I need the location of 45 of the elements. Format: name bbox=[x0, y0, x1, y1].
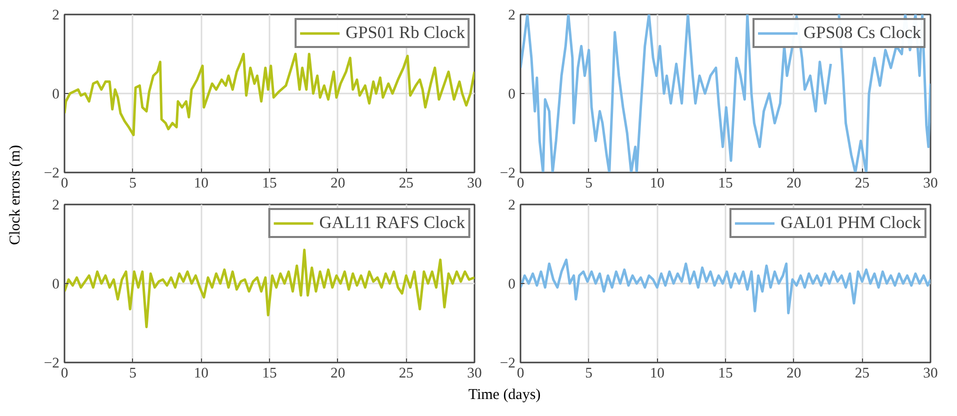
y-tick-label: −2 bbox=[44, 166, 60, 182]
y-tick-label: −2 bbox=[500, 166, 516, 182]
legend-label: GPS01 Rb Clock bbox=[346, 23, 465, 43]
y-tick-label: 0 bbox=[52, 276, 60, 292]
y-tick-label: 2 bbox=[508, 8, 516, 24]
x-tick-label: 20 bbox=[330, 176, 346, 192]
x-tick-label: 30 bbox=[923, 366, 938, 382]
legend-label: GAL01 PHM Clock bbox=[780, 213, 921, 233]
x-tick-label: 20 bbox=[330, 366, 346, 382]
x-tick-label: 5 bbox=[585, 176, 592, 192]
line-series bbox=[64, 248, 474, 328]
x-tick-label: 30 bbox=[467, 176, 482, 192]
x-tick-label: 10 bbox=[194, 366, 208, 382]
y-tick-label: 0 bbox=[508, 86, 516, 102]
x-tick-label: 15 bbox=[262, 366, 277, 382]
line-series bbox=[520, 258, 930, 314]
y-tick-label: 2 bbox=[508, 198, 516, 214]
x-tick-label: 25 bbox=[854, 366, 870, 382]
legend-label: GPS08 Cs Clock bbox=[804, 23, 921, 43]
legend-label: GAL11 RAFS Clock bbox=[319, 213, 465, 233]
x-tick-label: 25 bbox=[854, 176, 870, 192]
x-tick-label: 10 bbox=[650, 176, 664, 192]
y-tick-label: 2 bbox=[52, 198, 60, 214]
x-tick-label: 25 bbox=[398, 176, 414, 192]
x-tick-label: 5 bbox=[129, 366, 136, 382]
y-tick-label: −2 bbox=[44, 356, 60, 372]
y-axis-title: Clock errors (m) bbox=[6, 145, 24, 245]
y-tick-label: 0 bbox=[52, 86, 60, 102]
y-tick-label: −2 bbox=[500, 356, 516, 372]
x-tick-label: 15 bbox=[718, 176, 733, 192]
y-tick-label: 2 bbox=[52, 8, 60, 24]
x-tick-label: 15 bbox=[262, 176, 277, 192]
x-tick-label: 20 bbox=[786, 366, 802, 382]
line-series bbox=[64, 52, 474, 136]
x-tick-label: 10 bbox=[650, 366, 664, 382]
x-tick-label: 5 bbox=[129, 176, 136, 192]
x-axis-title: Time (days) bbox=[468, 386, 541, 405]
x-tick-label: 20 bbox=[786, 176, 802, 192]
x-tick-label: 30 bbox=[923, 176, 938, 192]
x-tick-label: 5 bbox=[585, 366, 592, 382]
y-tick-label: 0 bbox=[508, 276, 516, 292]
x-tick-label: 30 bbox=[467, 366, 482, 382]
x-tick-label: 15 bbox=[718, 366, 733, 382]
x-tick-label: 25 bbox=[398, 366, 414, 382]
x-tick-label: 10 bbox=[194, 176, 208, 192]
